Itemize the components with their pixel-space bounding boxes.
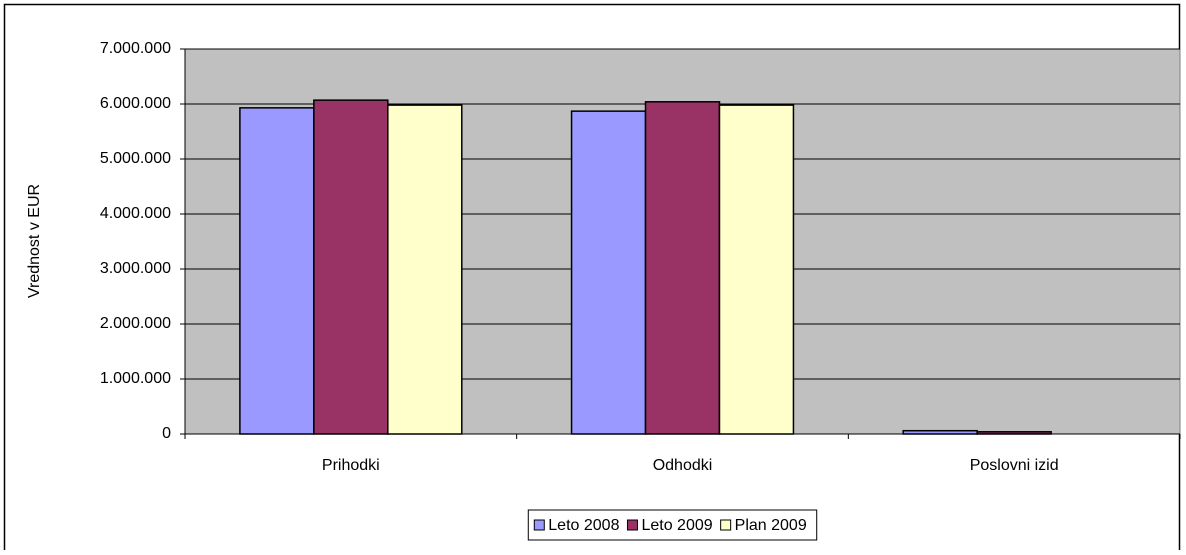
y-tick-label: 0 xyxy=(162,425,171,442)
bar xyxy=(570,110,647,435)
y-tick-label: 6.000.000 xyxy=(100,95,171,112)
legend-swatch xyxy=(533,519,545,531)
y-tick-label: 7.000.000 xyxy=(100,40,171,57)
y-axis-label: Vrednost v EUR xyxy=(26,184,43,298)
bar xyxy=(239,107,315,435)
y-tick-label: 2.000.000 xyxy=(100,315,171,332)
x-tick-label: Odhodki xyxy=(653,457,713,474)
bar xyxy=(644,101,721,435)
y-tick-label: 5.000.000 xyxy=(100,150,171,167)
bar xyxy=(387,104,463,435)
y-tick-label: 3.000.000 xyxy=(100,260,171,277)
bar xyxy=(902,429,978,435)
legend xyxy=(527,509,818,541)
x-tick-label: Poslovni izid xyxy=(970,457,1059,474)
bar xyxy=(313,99,389,435)
y-tick-label: 4.000.000 xyxy=(100,205,171,222)
x-tick-label: Prihodki xyxy=(322,457,380,474)
legend-swatch xyxy=(720,519,732,531)
legend-label: Leto 2008 xyxy=(548,517,619,534)
bar xyxy=(718,104,795,435)
legend-label: Leto 2009 xyxy=(641,517,712,534)
y-tick-label: 1.000.000 xyxy=(100,370,171,387)
legend-swatch xyxy=(626,519,638,531)
legend-label: Plan 2009 xyxy=(735,517,807,534)
bar xyxy=(976,431,1052,435)
